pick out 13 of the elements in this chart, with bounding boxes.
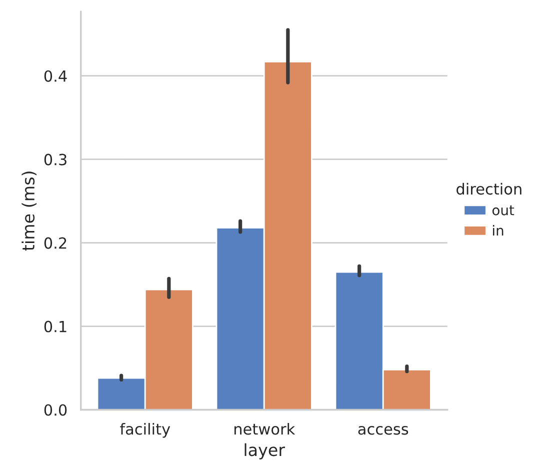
y-tick-label: 0.2	[44, 237, 66, 249]
y-tick-label: 0.1	[44, 320, 66, 332]
y-tick-label: 0.4	[44, 70, 67, 82]
x-axis-title: layer	[244, 443, 286, 460]
legend-label: in	[493, 225, 504, 236]
legend-label: out	[492, 205, 514, 216]
y-tick-label: 0.3	[44, 154, 66, 166]
x-tick-label: facility	[120, 422, 170, 438]
x-tick-label: network	[234, 422, 296, 435]
y-tick-label: 0.0	[44, 404, 67, 416]
legend-title: direction	[456, 182, 522, 195]
x-tick-label: access	[358, 426, 408, 435]
y-axis-title: time (ms)	[22, 172, 37, 251]
